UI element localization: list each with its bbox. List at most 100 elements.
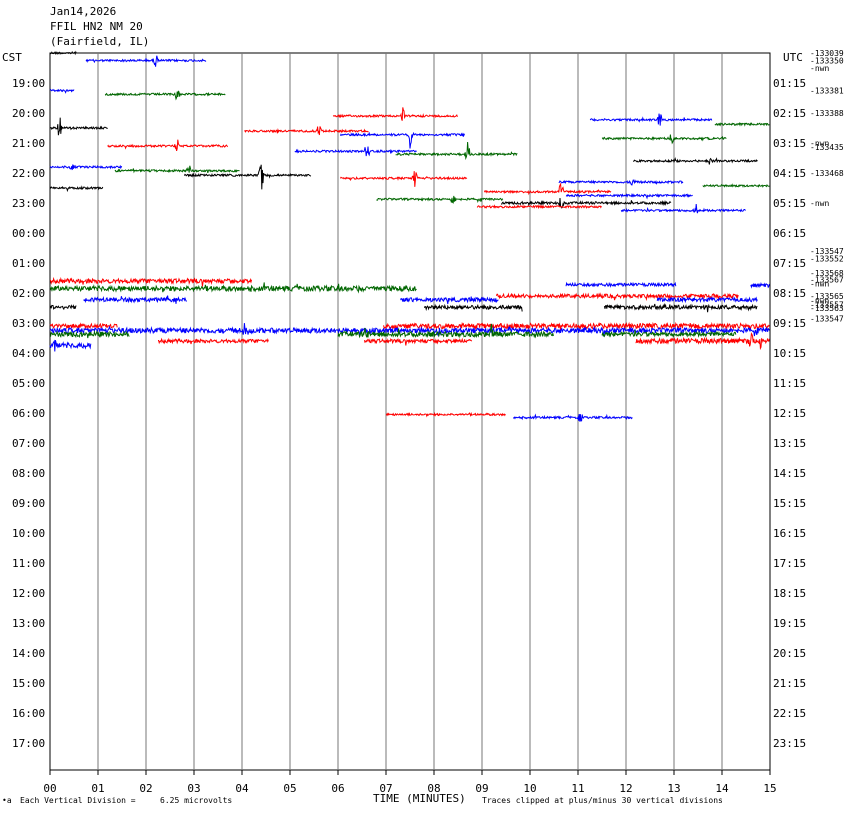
trace-blue	[49, 323, 770, 337]
cst-hour-label: 09:00	[12, 497, 45, 510]
utc-hour-label: 22:15	[773, 707, 806, 720]
cst-hour-label: 01:00	[12, 257, 45, 270]
utc-hour-label: 03:15	[773, 137, 806, 150]
x-tick-label: 15	[763, 782, 776, 795]
trace-green	[114, 165, 240, 174]
trace-green	[395, 141, 518, 161]
plot-frame	[49, 52, 771, 771]
x-tick-label: 13	[667, 782, 680, 795]
trace-annotation: -nwn	[810, 199, 829, 208]
trace-green	[50, 330, 130, 339]
trace-blue	[49, 88, 75, 94]
trace-annotation: -133547	[810, 315, 844, 324]
cst-hour-label: 14:00	[12, 647, 45, 660]
trace-black	[500, 197, 672, 209]
x-tick-label: 08	[427, 782, 440, 795]
trace-blue	[339, 131, 466, 149]
trace-red	[635, 332, 770, 351]
trace-black	[49, 117, 108, 136]
trace-annotation: -133565	[810, 292, 844, 301]
x-tick-label: 07	[379, 782, 392, 795]
trace-annotation: -133435	[810, 143, 844, 152]
x-tick-label: 05	[283, 782, 296, 795]
trace-black	[49, 304, 77, 311]
trace-blue	[49, 164, 123, 171]
trace-annotation: -133552	[810, 255, 844, 264]
trace-annotation: -133350	[810, 57, 844, 66]
station-channel: FFIL HN2 NM 20	[50, 20, 143, 33]
trace-green	[601, 134, 727, 145]
trace-red	[339, 171, 468, 187]
x-tick-label: 14	[715, 782, 729, 795]
trace-black	[183, 164, 312, 190]
cst-hour-label: 10:00	[12, 527, 45, 540]
cst-hour-label: 02:00	[12, 287, 45, 300]
cst-hour-label: 22:00	[12, 167, 45, 180]
x-tick-label: 09	[475, 782, 488, 795]
trace-blue	[750, 282, 770, 289]
trace-black	[633, 157, 758, 165]
x-tick-label: 10	[523, 782, 536, 795]
utc-hour-label: 17:15	[773, 557, 806, 570]
trace-annotation: -nwn	[810, 64, 829, 73]
x-tick-label: 04	[235, 782, 249, 795]
trace-annotation: -133468	[810, 169, 844, 178]
trace-blue	[294, 146, 417, 157]
trace-green	[49, 282, 417, 294]
trace-red	[332, 107, 458, 121]
trace-blue	[565, 192, 693, 200]
utc-hour-label: 01:15	[773, 77, 806, 90]
x-tick-label: 11	[571, 782, 584, 795]
trace-annotation: -133563	[810, 304, 844, 313]
x-tick-label: 00	[43, 782, 56, 795]
cst-hour-label: 12:00	[12, 587, 45, 600]
utc-hour-label: 06:15	[773, 227, 806, 240]
trace-black	[49, 50, 77, 56]
trace-red	[483, 182, 612, 196]
trace-blue	[399, 296, 499, 305]
utc-hour-label: 10:15	[773, 347, 806, 360]
utc-hour-label: 05:15	[773, 197, 806, 210]
trace-red	[49, 322, 118, 330]
seismic-traces	[49, 50, 770, 422]
cst-hour-label: 17:00	[12, 737, 45, 750]
trace-blue	[49, 339, 92, 352]
cst-hour-label: 20:00	[12, 107, 45, 120]
cst-hour-label: 23:00	[12, 197, 45, 210]
cst-hour-label: 19:00	[12, 77, 45, 90]
time-labels: 19:00 20:00 21:00 22:00 23:00 00:00 01:00 02:00…	[12, 77, 806, 750]
trace-red	[383, 321, 770, 331]
trace-black	[603, 302, 758, 313]
utc-hour-label: 02:15	[773, 107, 806, 120]
trace-red	[385, 411, 506, 418]
trace-green	[376, 195, 504, 204]
utc-hour-label: 15:15	[773, 497, 806, 510]
station-location: (Fairfield, IL)	[50, 35, 149, 48]
trace-annotation: -133557	[810, 300, 844, 309]
trace-green	[714, 122, 770, 127]
trace-red	[107, 139, 229, 152]
trace-blue	[83, 295, 187, 304]
utc-hour-label: 20:15	[773, 647, 806, 660]
corner-mark: •a	[2, 796, 12, 805]
trace-red	[49, 276, 253, 287]
utc-hour-label: 23:15	[773, 737, 806, 750]
cst-hour-label: 07:00	[12, 437, 45, 450]
utc-hour-label: 11:15	[773, 377, 806, 390]
cst-hour-label: 00:00	[12, 227, 45, 240]
plot-grid	[49, 52, 771, 775]
x-tick-label: 01	[91, 782, 104, 795]
clip-note: Traces clipped at plus/minus 30 vertical…	[482, 796, 723, 805]
cst-hour-label: 16:00	[12, 707, 45, 720]
trace-red	[244, 126, 369, 136]
scale-value: 6.25 microvolts	[160, 796, 232, 805]
utc-axis-label: UTC	[783, 51, 803, 64]
trace-annotation: -nwn	[810, 297, 829, 306]
cst-hour-label: 05:00	[12, 377, 45, 390]
trace-blue	[512, 413, 633, 422]
cst-hour-label: 21:00	[12, 137, 45, 150]
trace-blue	[558, 178, 684, 186]
utc-hour-label: 18:15	[773, 587, 806, 600]
trace-green	[702, 183, 770, 188]
